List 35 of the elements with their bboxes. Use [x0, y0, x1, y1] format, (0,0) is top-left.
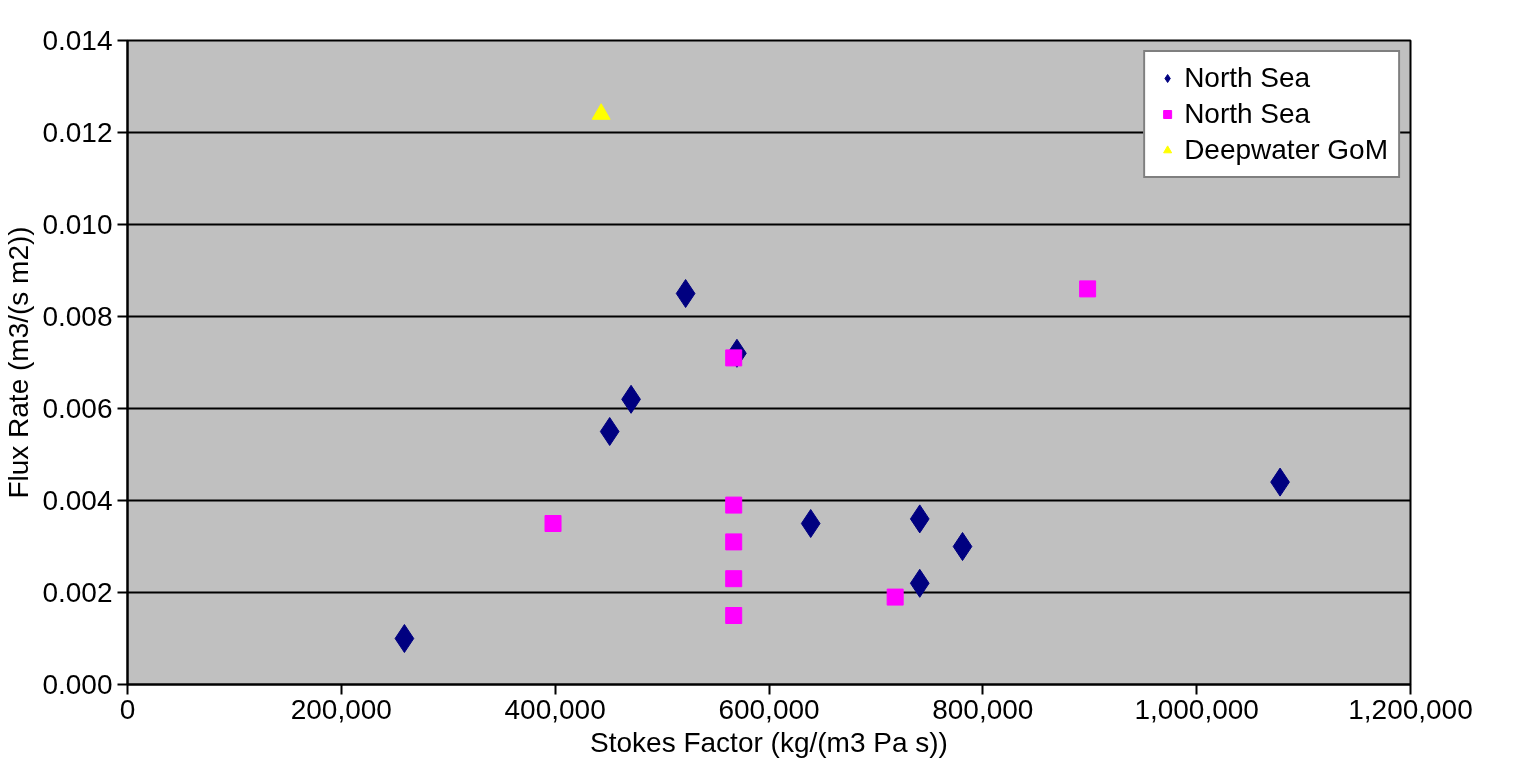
point: [952, 532, 973, 561]
x-axis-title: Stokes Factor (kg/(m3 Pa s)): [590, 726, 948, 758]
point: [800, 509, 821, 538]
x-tick-label: 1,000,000: [1134, 693, 1259, 725]
point: [725, 496, 743, 514]
legend-label: North Sea: [1184, 98, 1311, 130]
point: [725, 349, 743, 367]
point: [725, 533, 743, 551]
y-tick-label: 0.010: [42, 209, 113, 240]
point: [725, 607, 743, 624]
point: [599, 417, 620, 446]
y-tick-label: 0.014: [42, 25, 113, 56]
point: [886, 588, 904, 606]
y-tick-label: 0.006: [42, 393, 113, 424]
point: [675, 279, 696, 308]
point: [909, 568, 930, 598]
legend-label: Deepwater GoM: [1184, 134, 1388, 166]
point: [909, 504, 930, 534]
y-tick-label: 0.000: [42, 669, 113, 700]
y-tick-label: 0.004: [42, 485, 113, 516]
y-tick-label: 0.012: [42, 117, 113, 148]
y-tick-label: 0.002: [42, 577, 113, 608]
x-tick-label: 200,000: [290, 693, 392, 725]
x-tick-label: 800,000: [932, 693, 1034, 725]
point: [1079, 280, 1097, 298]
x-tick-label: 0: [119, 693, 136, 725]
y-tick-label: 0.008: [42, 301, 113, 332]
y-axis-title: Flux Rate (m3/(s m2)): [3, 226, 35, 499]
x-tick-label: 1,200,000: [1348, 693, 1473, 725]
point: [544, 515, 562, 532]
x-tick-label: 400,000: [504, 693, 606, 725]
x-tick-label: 600,000: [718, 693, 820, 725]
point: [725, 570, 743, 588]
point: [394, 624, 415, 653]
legend-label: North Sea: [1184, 62, 1311, 94]
